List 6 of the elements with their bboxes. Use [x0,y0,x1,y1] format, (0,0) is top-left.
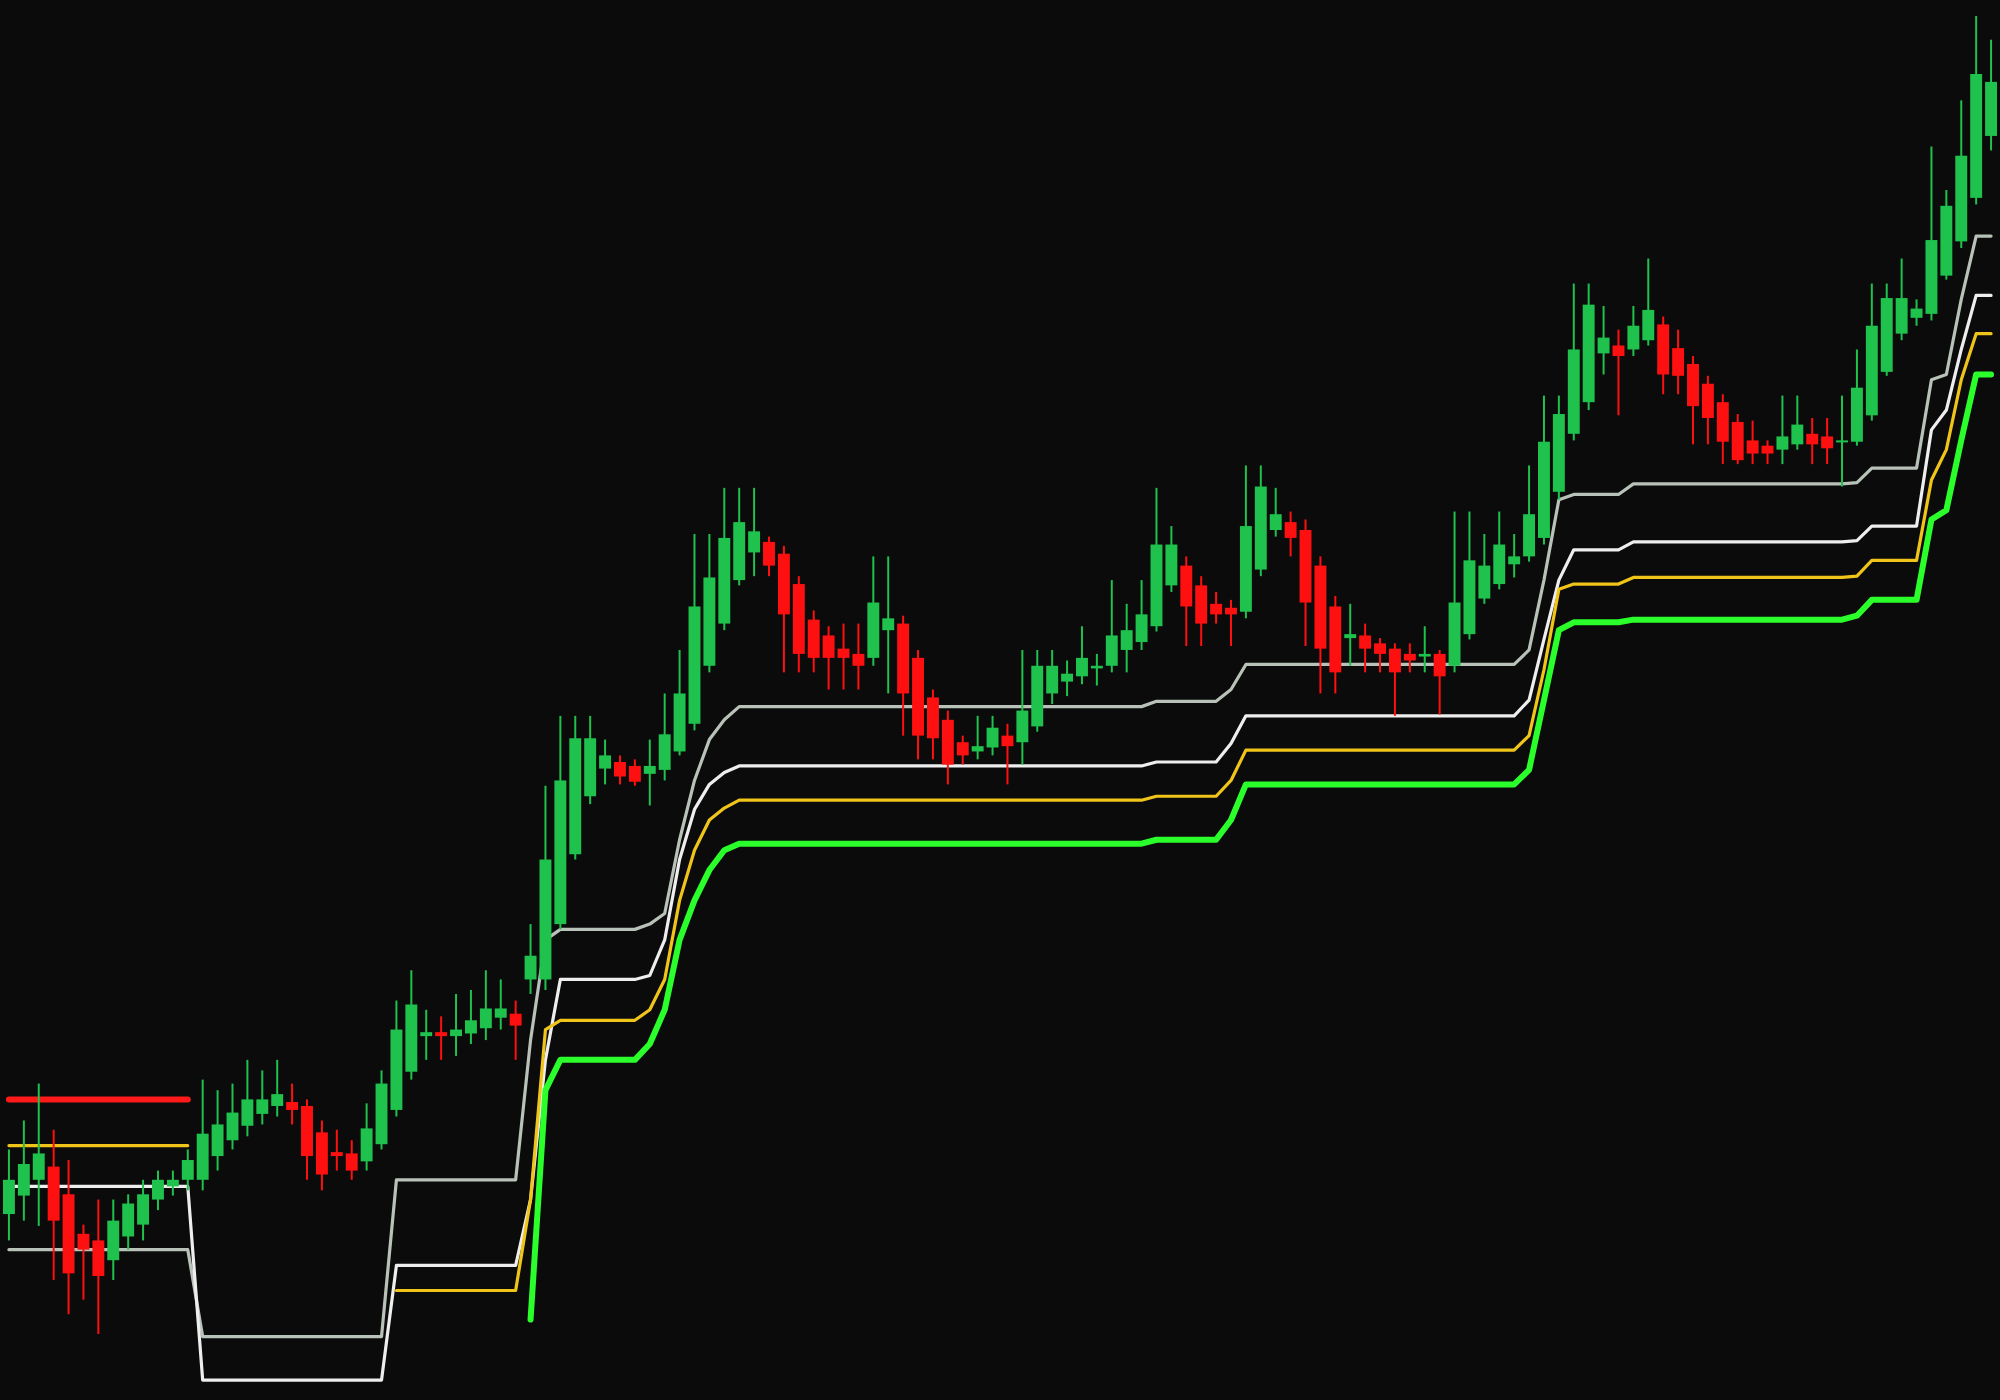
candlestick [1418,625,1431,674]
candlestick [1344,602,1357,667]
candlestick [509,999,522,1061]
candlestick [435,1015,448,1061]
candlestick [1001,722,1014,786]
candlestick [1433,648,1446,716]
